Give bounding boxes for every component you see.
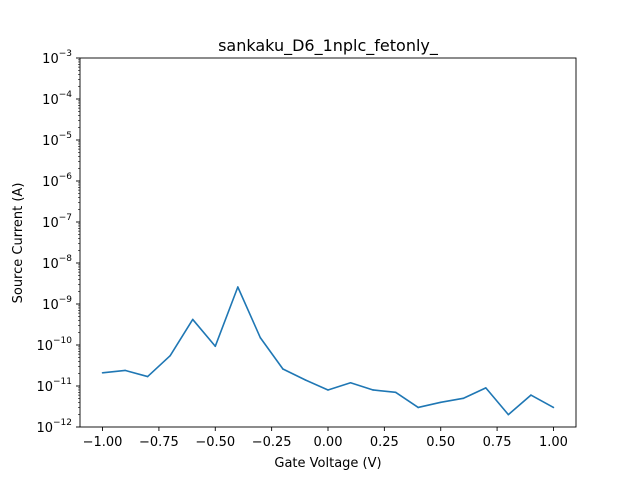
data-point [439,401,442,404]
data-point [372,389,374,391]
data-point [349,381,352,384]
y-tick-label: 10−4 [42,90,72,108]
y-tick-label: 10−9 [42,295,72,313]
x-tick-label: 1.00 [539,435,568,450]
data-point [169,354,171,357]
y-tick-label: 10−10 [36,336,72,354]
y-tick-label: 10−3 [42,49,72,67]
x-tick-label: −0.50 [195,435,235,450]
y-axis-title: Source Current (A) [11,183,26,304]
x-tick-label: 0.25 [370,435,399,450]
plot-frame [79,57,577,428]
data-point [146,375,149,378]
x-tick-label: 0.50 [426,435,455,450]
data-point [101,371,104,374]
data-point [552,406,555,409]
x-axis-title: Gate Voltage (V) [274,456,381,471]
x-tick-label: 0.00 [314,435,343,450]
data-point [507,413,510,416]
data-point [259,336,262,339]
data-point [530,394,532,396]
y-tick-label: 10−12 [36,418,72,436]
x-tick-label: 0.75 [483,435,512,450]
data-point [237,286,239,288]
y-tick-label: 10−5 [42,131,72,149]
data-point [394,391,397,394]
y-tick-label: 10−11 [36,377,72,395]
y-tick-label: 10−7 [42,213,72,231]
data-point [282,368,284,370]
x-tick-label: −1.00 [83,435,123,450]
data-point [462,397,465,400]
x-tick-label: −0.25 [252,435,292,450]
y-tick-label: 10−8 [42,254,72,272]
y-tick-label: 10−6 [42,172,72,190]
chart-title: sankaku_D6_1nplc_fetonly_ [218,36,439,56]
data-point [485,387,487,389]
data-point [124,369,126,372]
data-point [304,379,307,381]
data-point [191,318,194,321]
series-line [102,286,554,416]
x-tick-label: −0.75 [139,435,179,450]
data-point [327,389,329,391]
plot-area: −1.00 −0.75 −0.50 −0.25 0.00 0.25 0.50 0.75 1.00… [36,49,577,450]
data-point [417,406,419,409]
data-point [214,345,217,348]
